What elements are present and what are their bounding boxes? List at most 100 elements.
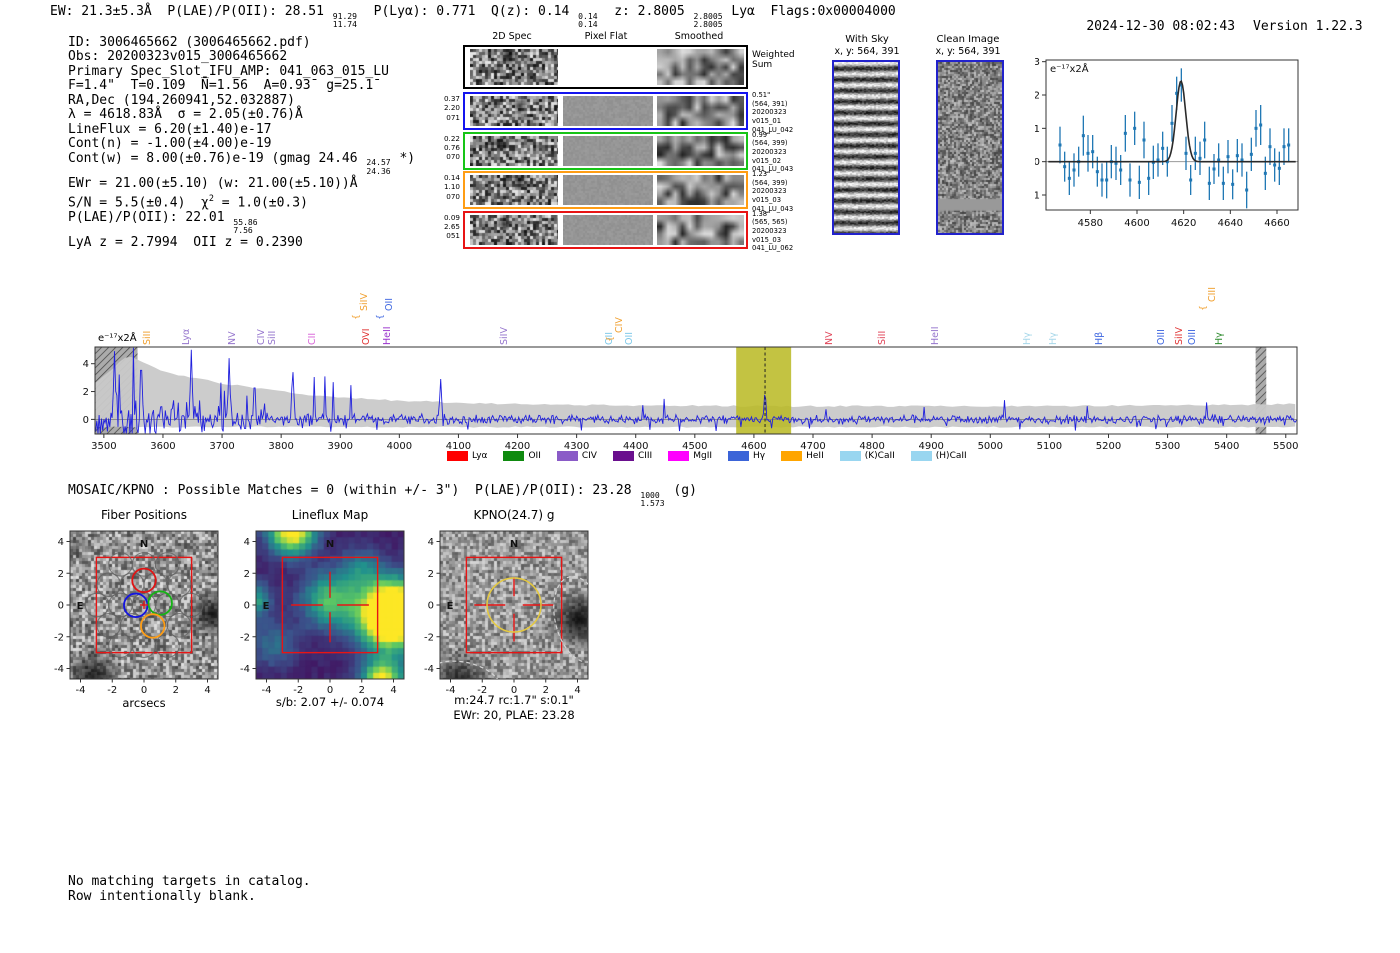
svg-text:3: 3 xyxy=(1035,57,1040,68)
lineflux-map-title: Lineflux Map xyxy=(291,508,369,522)
svg-text:N: N xyxy=(140,539,148,550)
svg-text:-4: -4 xyxy=(424,664,434,675)
legend-item: CIII xyxy=(612,451,653,461)
svg-text:2: 2 xyxy=(428,569,434,580)
legend-item: Hγ xyxy=(728,451,765,461)
info-line: S/N = 5.5(±0.4) χ2 = 1.0(±0.3) xyxy=(68,193,308,211)
svg-text:2: 2 xyxy=(359,685,365,696)
cutout-row-right-label: 1.23" (564, 399) 20200323 v015_03 041_LU… xyxy=(752,170,794,213)
legend-swatch xyxy=(503,451,525,461)
svg-text:2: 2 xyxy=(244,569,250,580)
svg-text:2: 2 xyxy=(543,685,549,696)
legend-item: (H)CaII xyxy=(910,451,967,461)
cutout-row xyxy=(463,92,748,130)
legend-item: CIV xyxy=(556,451,597,461)
lineflux-map-overlay: N E -4 -4 -2 -2 0 0 2 2 4 4 xyxy=(240,530,405,696)
cutout-row xyxy=(463,131,748,170)
cutout-row xyxy=(463,210,748,249)
header-meta: 2024-12-30 08:02:43 Version 1.22.3 xyxy=(1055,4,1363,49)
legend-swatch xyxy=(728,451,750,461)
report-version: Version 1.22.3 xyxy=(1253,19,1363,34)
svg-text:2: 2 xyxy=(58,569,64,580)
spectrum-legend: Lyα OII CIV CIII MgII Hγ HeII (K)CaII (H)CaII xyxy=(447,451,967,461)
svg-text:5200: 5200 xyxy=(1096,441,1121,452)
svg-text:5500: 5500 xyxy=(1273,441,1298,452)
header-summary: EW: 21.3±5.3Å P(LAE)/P(OII): 28.51 91.29… xyxy=(50,4,896,30)
svg-text:-2: -2 xyxy=(424,632,434,643)
cutout-row-left-label: 0.37 2.20 071 xyxy=(443,94,460,122)
legend-swatch xyxy=(447,451,468,461)
lineflux-map-image xyxy=(256,531,404,679)
spectrum-unit-label: e⁻¹⁷x2Å xyxy=(98,333,137,344)
svg-text:2: 2 xyxy=(1035,91,1040,102)
legend-label: OII xyxy=(528,451,541,461)
svg-text:-4: -4 xyxy=(262,685,272,696)
svg-text:5400: 5400 xyxy=(1214,441,1239,452)
line-label-CIV: CIV xyxy=(613,317,625,333)
cutout-row-left-label: 0.14 1.10 070 xyxy=(443,173,460,201)
info-line: LyA z = 2.7994 OII z = 0.2390 xyxy=(68,234,303,250)
cutout-col-smoothed: Smoothed xyxy=(674,31,724,42)
line-label-CIII: CIII xyxy=(1206,286,1218,302)
svg-text:-2: -2 xyxy=(293,685,303,696)
cutout-cell-smooth xyxy=(657,96,744,126)
svg-text:4620: 4620 xyxy=(1171,218,1196,228)
svg-text:-2: -2 xyxy=(240,632,250,643)
legend-item: Lyα xyxy=(447,451,487,461)
line-label-bracket: } xyxy=(349,314,360,320)
fiber-positions-overlay: N E -4 -4 -2 -2 0 0 2 2 4 4 xyxy=(54,530,219,696)
info-line: F=1.4" T=0.109 N̄=1.56 A=0.93̄ g=25.1̄ xyxy=(68,78,374,94)
cutout-cell-flat xyxy=(563,175,653,205)
kpno-xlabel-2: EWr: 20, PLAE: 23.28 xyxy=(453,708,575,722)
detection-info-block: ID: 3006465662 (3006465662.pdf) Obs: 2020… xyxy=(68,35,416,250)
svg-text:0: 0 xyxy=(141,685,147,696)
legend-item: MgII xyxy=(668,451,712,461)
legend-label: MgII xyxy=(693,451,713,461)
svg-text:4: 4 xyxy=(58,537,64,548)
clean-image-title: Clean Image xyxy=(936,34,1000,45)
cutout-cell-smooth xyxy=(657,135,744,166)
cutout-row-right-label: 0.99" (564, 399) 20200323 v015_02 041_LU… xyxy=(752,130,794,174)
info-line: Obs: 20200323v015_3006465662 xyxy=(68,49,288,65)
svg-text:5300: 5300 xyxy=(1155,441,1180,452)
svg-text:E: E xyxy=(263,601,270,612)
info-line: Cont(w) = 8.00(±0.76)e-19 (gmag 24.46 24… xyxy=(68,150,416,176)
svg-text:-4: -4 xyxy=(446,685,456,696)
svg-text:4600: 4600 xyxy=(741,441,766,452)
svg-text:4400: 4400 xyxy=(623,441,648,452)
svg-text:2: 2 xyxy=(173,685,179,696)
svg-text:3500: 3500 xyxy=(91,441,116,452)
legend-label: CIII xyxy=(637,451,653,461)
legend-swatch xyxy=(781,451,803,461)
full-spectrum-plot: 3500 3600 3700 3800 3900 4000 4100 4200 4300 4400… xyxy=(83,346,1298,452)
svg-text:4900: 4900 xyxy=(918,441,943,452)
svg-text:4: 4 xyxy=(244,537,250,548)
kpno-xlabel-1: m:24.7 rc:1.7" s:0.1" xyxy=(454,693,574,707)
svg-text:5000: 5000 xyxy=(978,441,1003,452)
with-sky-image xyxy=(832,60,900,235)
svg-text:3600: 3600 xyxy=(150,441,175,452)
svg-text:4640: 4640 xyxy=(1218,218,1243,228)
cutout-cell-white xyxy=(563,49,653,85)
info-line: Cont(n) = -1.00(±4.00)e-19 xyxy=(68,136,272,152)
cutout-cell-noise xyxy=(470,214,558,245)
svg-text:-4: -4 xyxy=(76,685,86,696)
cutout-cell-smooth xyxy=(657,49,744,85)
cutout-cell-noise xyxy=(470,96,558,126)
clean-image xyxy=(936,60,1004,235)
fiber-positions-title: Fiber Positions xyxy=(100,508,188,522)
footer-line-1: No matching targets in catalog. xyxy=(68,874,311,889)
svg-text:3900: 3900 xyxy=(328,441,353,452)
legend-label: Lyα xyxy=(472,451,488,461)
svg-text:4100: 4100 xyxy=(446,441,471,452)
svg-text:-2: -2 xyxy=(107,685,117,696)
legend-label: HeII xyxy=(806,451,824,461)
with-sky-coords: x, y: 564, 391 xyxy=(834,46,900,57)
line-label-bracket: } xyxy=(1196,305,1207,311)
svg-text:-2: -2 xyxy=(54,632,64,643)
cutout-cell-smooth xyxy=(657,175,744,205)
svg-text:4: 4 xyxy=(574,685,580,696)
svg-text:0: 0 xyxy=(58,601,64,612)
cutout-cell-flat xyxy=(563,135,653,166)
